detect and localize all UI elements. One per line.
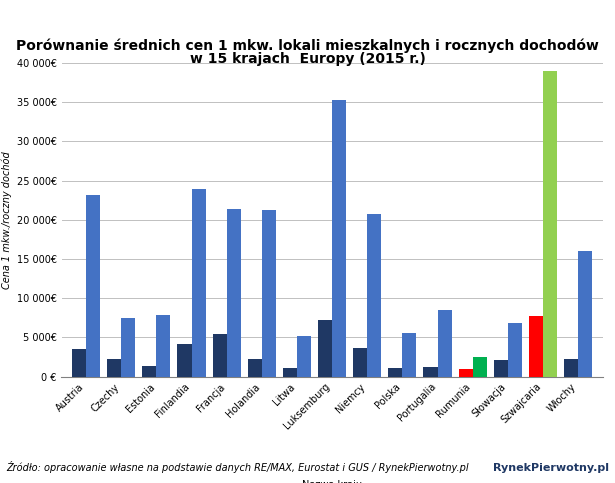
Bar: [402, 333, 416, 377]
Bar: [297, 336, 311, 377]
Bar: [564, 359, 578, 377]
Bar: [283, 368, 297, 377]
Text: w 15 krajach  Europy (2015 r.): w 15 krajach Europy (2015 r.): [189, 52, 426, 66]
Bar: [332, 100, 346, 377]
Bar: [262, 210, 276, 377]
Bar: [178, 344, 191, 377]
Bar: [508, 323, 522, 377]
Bar: [578, 251, 592, 377]
Bar: [121, 318, 135, 377]
Bar: [388, 368, 402, 377]
X-axis label: Nazwa kraju: Nazwa kraju: [302, 480, 362, 483]
Bar: [72, 349, 86, 377]
Bar: [213, 334, 227, 377]
Bar: [107, 359, 121, 377]
Bar: [227, 209, 240, 377]
Text: Źródło: opracowanie własne na podstawie danych RE/MAX, Eurostat i GUS / RynekPie: Źródło: opracowanie własne na podstawie …: [6, 461, 469, 473]
Y-axis label: Cena 1 mkw./roczny dochód: Cena 1 mkw./roczny dochód: [2, 151, 12, 289]
Text: Porównanie średnich cen 1 mkw. lokali mieszkalnych i rocznych dochodów: Porównanie średnich cen 1 mkw. lokali mi…: [16, 39, 599, 53]
Bar: [318, 320, 332, 377]
Bar: [248, 359, 262, 377]
Text: RynekPierwotny.pl: RynekPierwotny.pl: [493, 463, 609, 473]
Bar: [473, 357, 486, 377]
Bar: [529, 316, 543, 377]
Bar: [437, 310, 451, 377]
Bar: [367, 214, 381, 377]
Bar: [494, 360, 508, 377]
Bar: [191, 189, 205, 377]
Bar: [459, 369, 473, 377]
Bar: [424, 367, 437, 377]
Bar: [86, 195, 100, 377]
Bar: [142, 366, 156, 377]
Bar: [353, 349, 367, 377]
Bar: [543, 71, 557, 377]
Bar: [156, 315, 170, 377]
